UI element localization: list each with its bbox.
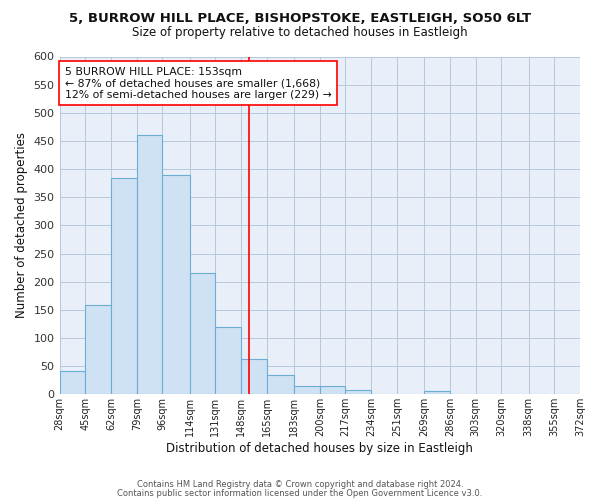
Text: Contains HM Land Registry data © Crown copyright and database right 2024.: Contains HM Land Registry data © Crown c… <box>137 480 463 489</box>
Text: Contains public sector information licensed under the Open Government Licence v3: Contains public sector information licen… <box>118 488 482 498</box>
Text: 5, BURROW HILL PLACE, BISHOPSTOKE, EASTLEIGH, SO50 6LT: 5, BURROW HILL PLACE, BISHOPSTOKE, EASTL… <box>69 12 531 26</box>
Bar <box>320 386 346 394</box>
X-axis label: Distribution of detached houses by size in Eastleigh: Distribution of detached houses by size … <box>166 442 473 455</box>
Bar <box>267 374 294 394</box>
Text: 5 BURROW HILL PLACE: 153sqm
← 87% of detached houses are smaller (1,668)
12% of : 5 BURROW HILL PLACE: 153sqm ← 87% of det… <box>65 66 331 100</box>
Bar <box>294 386 320 394</box>
Bar <box>241 360 267 394</box>
Bar <box>111 178 137 394</box>
Bar <box>59 370 85 394</box>
Bar <box>85 305 111 394</box>
Bar <box>424 392 450 394</box>
Bar <box>215 326 241 394</box>
Bar <box>346 390 371 394</box>
Bar <box>190 273 215 394</box>
Y-axis label: Number of detached properties: Number of detached properties <box>15 132 28 318</box>
Bar <box>163 174 190 394</box>
Bar <box>137 136 163 394</box>
Text: Size of property relative to detached houses in Eastleigh: Size of property relative to detached ho… <box>132 26 468 39</box>
